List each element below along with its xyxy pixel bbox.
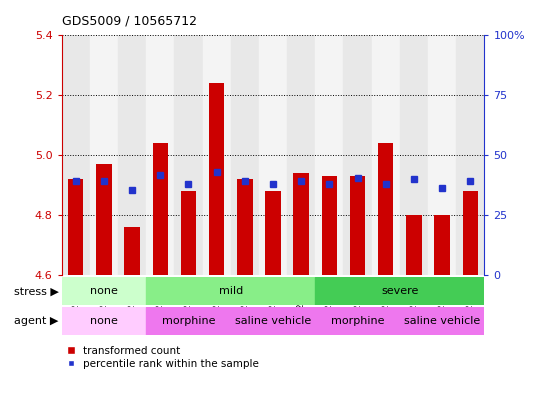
Bar	[315, 35, 343, 275]
Bar	[146, 35, 174, 275]
Bar	[62, 277, 146, 305]
Bar	[315, 277, 484, 305]
Bar	[90, 35, 118, 275]
Bar	[343, 35, 372, 275]
Text: saline vehicle: saline vehicle	[404, 316, 480, 326]
Text: morphine: morphine	[331, 316, 384, 326]
Bar	[203, 35, 231, 275]
Text: agent ▶: agent ▶	[15, 316, 59, 326]
Bar	[406, 215, 422, 275]
Bar	[463, 191, 478, 275]
Bar	[321, 176, 337, 275]
Text: saline vehicle: saline vehicle	[235, 316, 311, 326]
Bar	[265, 191, 281, 275]
Bar	[293, 173, 309, 275]
Bar	[400, 35, 428, 275]
Bar	[118, 35, 146, 275]
Bar	[62, 35, 90, 275]
Text: severe: severe	[381, 286, 418, 296]
Bar	[400, 307, 484, 335]
Legend: transformed count, percentile rank within the sample: transformed count, percentile rank withi…	[67, 346, 259, 369]
Bar	[209, 83, 225, 275]
Bar	[287, 35, 315, 275]
Bar	[231, 35, 259, 275]
Bar	[68, 179, 83, 275]
Bar	[372, 35, 400, 275]
Bar	[315, 307, 400, 335]
Bar	[62, 307, 146, 335]
Text: none: none	[90, 316, 118, 326]
Bar	[428, 35, 456, 275]
Bar	[181, 191, 196, 275]
Bar	[152, 143, 168, 275]
Bar	[96, 164, 111, 275]
Bar	[435, 215, 450, 275]
Bar	[174, 35, 203, 275]
Bar	[456, 35, 484, 275]
Text: morphine: morphine	[162, 316, 215, 326]
Bar	[231, 307, 315, 335]
Text: none: none	[90, 286, 118, 296]
Bar	[378, 143, 394, 275]
Text: mild: mild	[218, 286, 243, 296]
Bar	[146, 307, 231, 335]
Bar	[350, 176, 365, 275]
Bar	[146, 277, 315, 305]
Bar	[237, 179, 253, 275]
Text: stress ▶: stress ▶	[14, 286, 59, 296]
Text: GDS5009 / 10565712: GDS5009 / 10565712	[62, 15, 197, 28]
Bar	[124, 227, 140, 275]
Bar	[259, 35, 287, 275]
